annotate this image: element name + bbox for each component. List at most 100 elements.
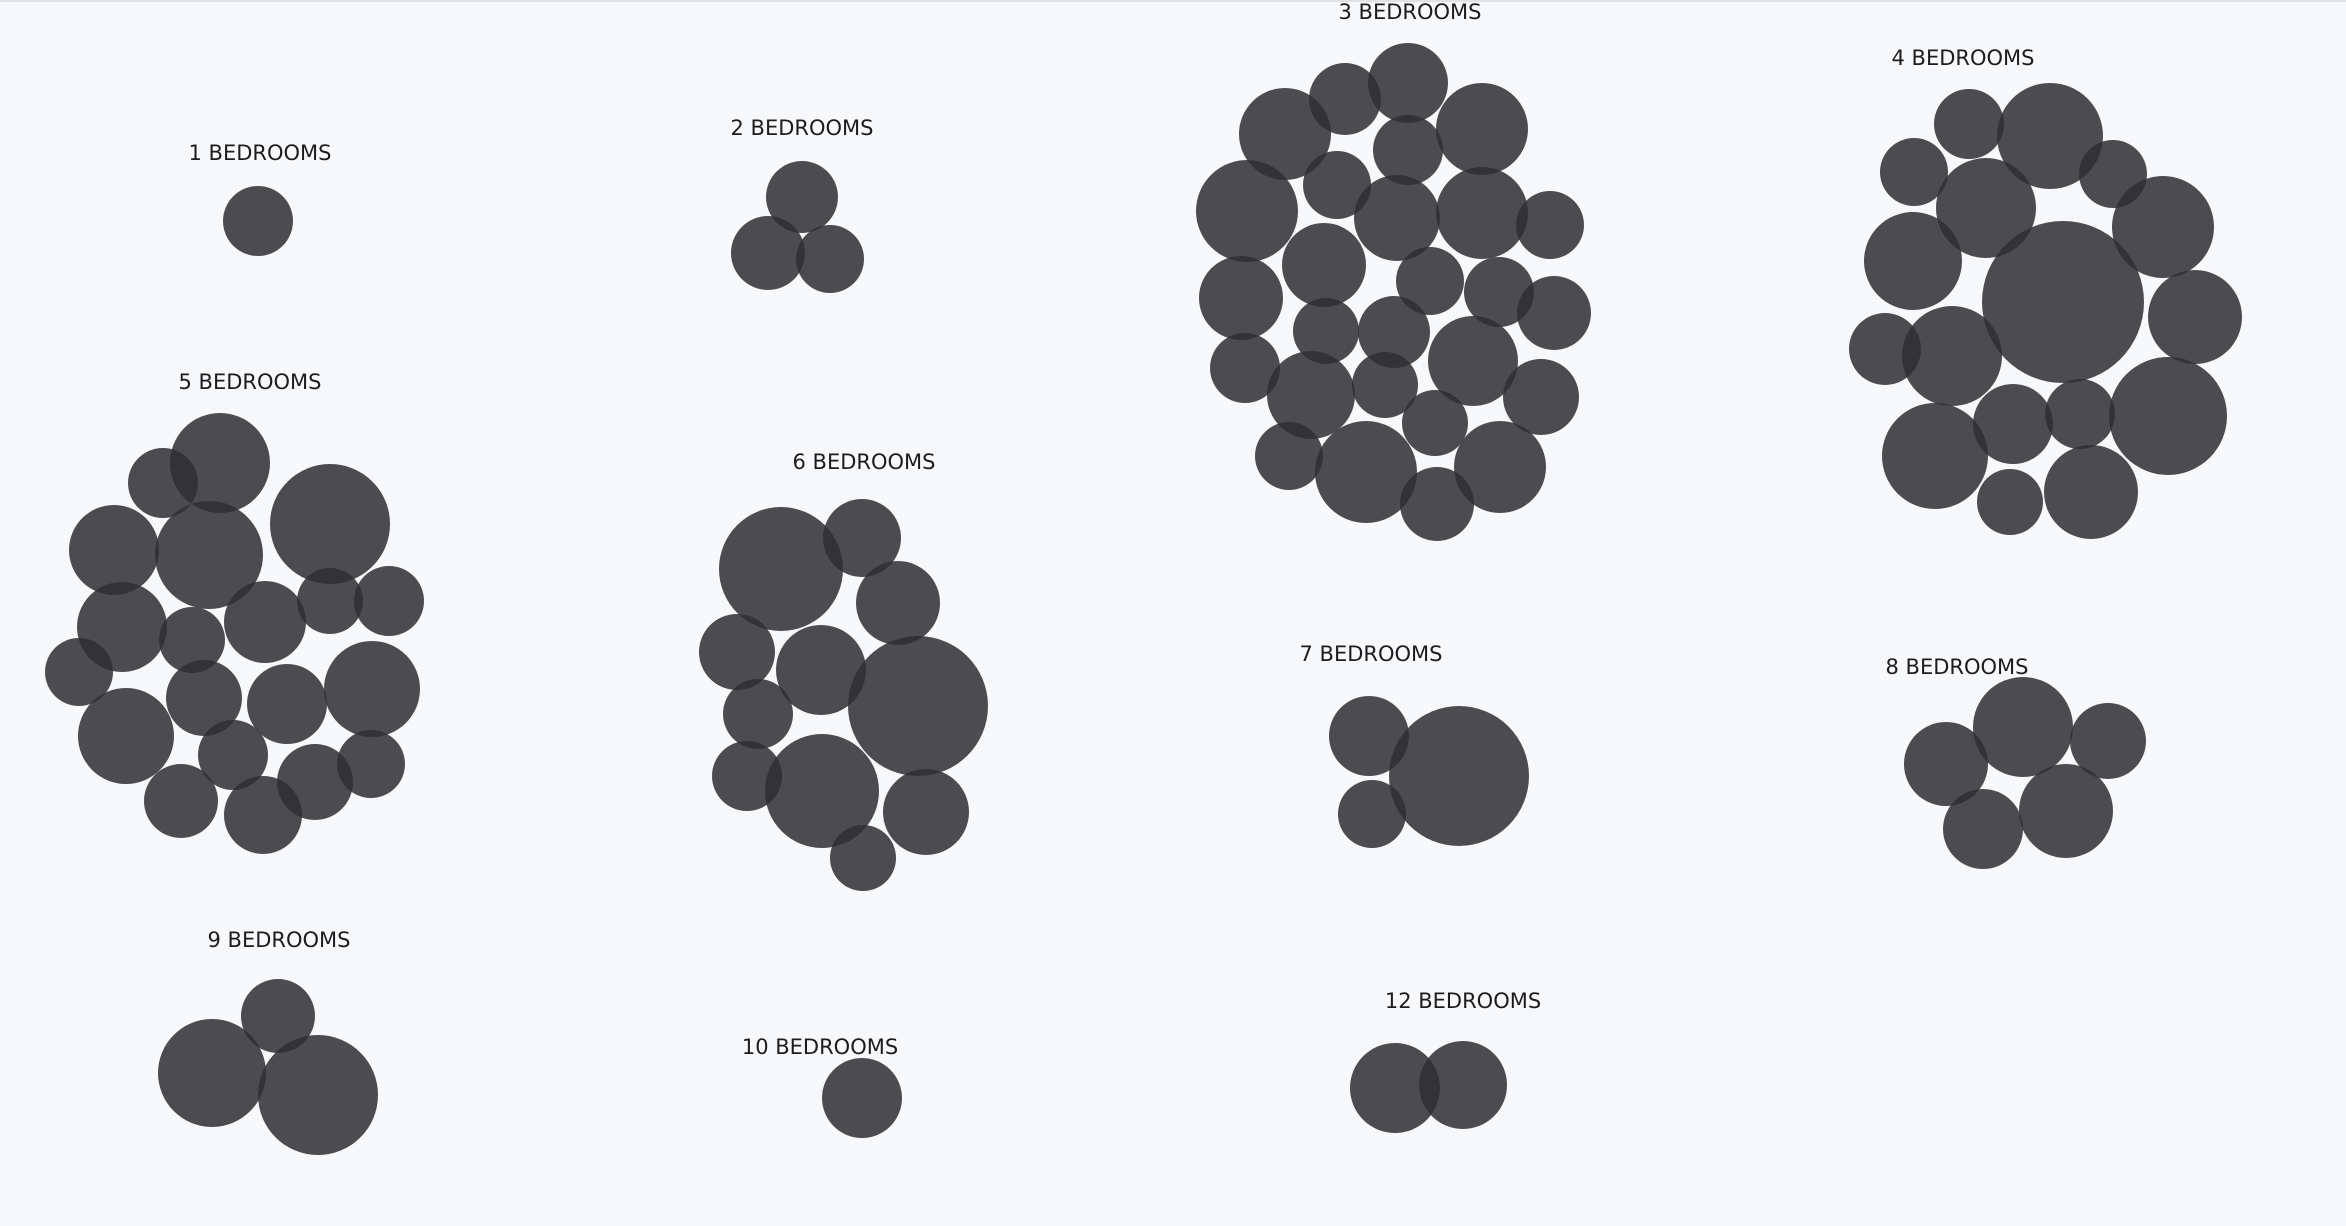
group-label: 2 BEDROOMS — [731, 116, 874, 140]
bubble — [1419, 1041, 1507, 1129]
bedroom-group: 5 BEDROOMS — [45, 370, 424, 854]
bubble — [1436, 167, 1528, 259]
bubble — [1255, 422, 1323, 490]
bubble — [719, 507, 843, 631]
bubble — [796, 225, 864, 293]
bubble — [1293, 298, 1359, 364]
bubble — [170, 413, 270, 513]
bubble — [1428, 316, 1518, 406]
bubble — [1973, 384, 2053, 464]
bubble — [2044, 445, 2138, 539]
bubble — [1454, 421, 1546, 513]
bubble — [354, 566, 424, 636]
bubble — [144, 764, 218, 838]
bubble-cluster — [1904, 677, 2146, 869]
bubble — [1315, 421, 1417, 523]
bubble — [1977, 469, 2043, 535]
bubble — [159, 607, 225, 673]
bubble — [1368, 43, 1448, 123]
bubble — [1389, 706, 1529, 846]
bubble — [166, 660, 242, 736]
bubble — [766, 161, 838, 233]
bubble — [1464, 257, 1534, 327]
bubble — [1934, 89, 2004, 159]
bubble — [1210, 333, 1280, 403]
bubble — [1338, 780, 1406, 848]
group-label: 7 BEDROOMS — [1300, 642, 1443, 666]
bubble — [1196, 160, 1298, 262]
bubble — [830, 825, 896, 891]
bubble — [712, 741, 782, 811]
bubble — [2045, 379, 2115, 449]
bubble — [1402, 390, 1468, 456]
bedroom-group: 1 BEDROOMS — [189, 141, 332, 256]
bubble — [155, 501, 263, 609]
bubble — [297, 568, 363, 634]
bubble — [241, 979, 315, 1053]
bubble — [1904, 722, 1988, 806]
bubble-cluster — [1196, 43, 1591, 541]
bubble — [1516, 191, 1584, 259]
bubble-cluster — [731, 161, 864, 293]
bedroom-group: 8 BEDROOMS — [1886, 655, 2146, 869]
bedroom-group: 2 BEDROOMS — [731, 116, 874, 293]
bubble — [1997, 83, 2103, 189]
bubble — [69, 505, 159, 595]
bedroom-group: 7 BEDROOMS — [1300, 642, 1529, 848]
bubble — [1329, 696, 1409, 776]
bubble — [848, 636, 988, 776]
bubble — [224, 776, 302, 854]
group-label: 8 BEDROOMS — [1886, 655, 2029, 679]
bubble — [1982, 221, 2144, 383]
top-rule — [0, 0, 2346, 2]
bubble — [2019, 764, 2113, 858]
bubble — [1282, 223, 1366, 307]
bubble — [1354, 175, 1440, 261]
group-label: 3 BEDROOMS — [1339, 0, 1482, 24]
bubble — [1239, 88, 1331, 180]
bubble — [258, 1035, 378, 1155]
bubble — [2070, 703, 2146, 779]
bubble — [1864, 212, 1962, 310]
bubble — [1880, 138, 1948, 206]
bubble — [45, 638, 113, 706]
bubble — [1517, 276, 1591, 350]
bubble — [856, 561, 940, 645]
bubble — [1396, 247, 1464, 315]
bubble — [1849, 313, 1921, 385]
bubble — [1882, 403, 1988, 509]
group-label: 6 BEDROOMS — [793, 450, 936, 474]
bubble — [1303, 151, 1371, 219]
bedroom-group: 3 BEDROOMS — [1196, 0, 1591, 541]
bubble — [1267, 351, 1355, 439]
bubble — [822, 1058, 902, 1138]
bedroom-group: 4 BEDROOMS — [1849, 46, 2242, 539]
bubble-cluster — [158, 979, 378, 1155]
bubble — [699, 614, 775, 690]
bubble — [324, 641, 420, 737]
bubble — [765, 734, 879, 848]
group-label: 1 BEDROOMS — [189, 141, 332, 165]
bubble — [1503, 359, 1579, 435]
bubble-cluster — [223, 186, 293, 256]
group-label: 10 BEDROOMS — [742, 1035, 898, 1059]
bubble-cluster — [822, 1058, 902, 1138]
bubble — [223, 186, 293, 256]
bubble-cluster — [699, 499, 988, 891]
bubble — [883, 769, 969, 855]
bedroom-group: 10 BEDROOMS — [742, 1035, 902, 1138]
bubble — [1902, 306, 2002, 406]
bubble — [776, 625, 866, 715]
bubble — [2109, 357, 2227, 475]
bubble — [224, 581, 306, 663]
bubble — [1350, 1043, 1440, 1133]
bedroom-group: 12 BEDROOMS — [1350, 989, 1541, 1133]
bubble — [198, 720, 268, 790]
bedroom-group: 9 BEDROOMS — [158, 928, 378, 1155]
bubble — [1436, 83, 1528, 175]
group-label: 9 BEDROOMS — [208, 928, 351, 952]
bubble — [2148, 270, 2242, 364]
bubble — [247, 664, 327, 744]
bubble — [723, 679, 793, 749]
